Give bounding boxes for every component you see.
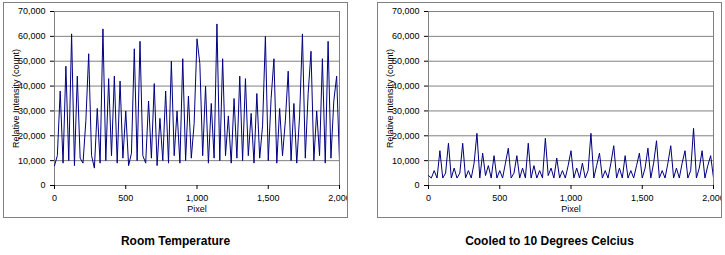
svg-text:20,000: 20,000 bbox=[392, 131, 420, 141]
svg-text:20,000: 20,000 bbox=[18, 131, 46, 141]
svg-text:50,000: 50,000 bbox=[18, 56, 46, 66]
svg-text:Pixel: Pixel bbox=[187, 204, 207, 214]
svg-text:10,000: 10,000 bbox=[392, 156, 420, 166]
svg-text:Relative Intensity (count): Relative Intensity (count) bbox=[385, 49, 395, 148]
svg-text:1,500: 1,500 bbox=[631, 193, 654, 203]
svg-text:70,000: 70,000 bbox=[18, 6, 46, 16]
svg-text:2,000: 2,000 bbox=[702, 193, 721, 203]
svg-text:500: 500 bbox=[492, 193, 507, 203]
svg-text:1,000: 1,000 bbox=[186, 193, 209, 203]
svg-text:Pixel: Pixel bbox=[561, 204, 581, 214]
svg-text:0: 0 bbox=[414, 180, 419, 190]
svg-text:0: 0 bbox=[52, 193, 57, 203]
svg-text:2,000: 2,000 bbox=[328, 193, 347, 203]
svg-text:70,000: 70,000 bbox=[392, 6, 420, 16]
svg-text:60,000: 60,000 bbox=[18, 31, 46, 41]
svg-text:50,000: 50,000 bbox=[392, 56, 420, 66]
html-text:Room Temperature: Room Temperature bbox=[120, 234, 231, 248]
svg-text:Relative Intensity (count): Relative Intensity (count) bbox=[11, 49, 21, 148]
svg-text:1,000: 1,000 bbox=[560, 193, 583, 203]
svg-text:30,000: 30,000 bbox=[392, 106, 420, 116]
svg-text:0: 0 bbox=[40, 180, 45, 190]
svg-text:60,000: 60,000 bbox=[392, 31, 420, 41]
svg-text:1,500: 1,500 bbox=[257, 193, 280, 203]
svg-text:40,000: 40,000 bbox=[18, 81, 46, 91]
html-text:Cooled to 10 Degrees Celcius: Cooled to 10 Degrees Celcius bbox=[465, 234, 634, 248]
svg-text:500: 500 bbox=[118, 193, 133, 203]
svg-text:0: 0 bbox=[426, 193, 431, 203]
svg-text:10,000: 10,000 bbox=[18, 156, 46, 166]
svg-text:40,000: 40,000 bbox=[392, 81, 420, 91]
svg-text:30,000: 30,000 bbox=[18, 106, 46, 116]
